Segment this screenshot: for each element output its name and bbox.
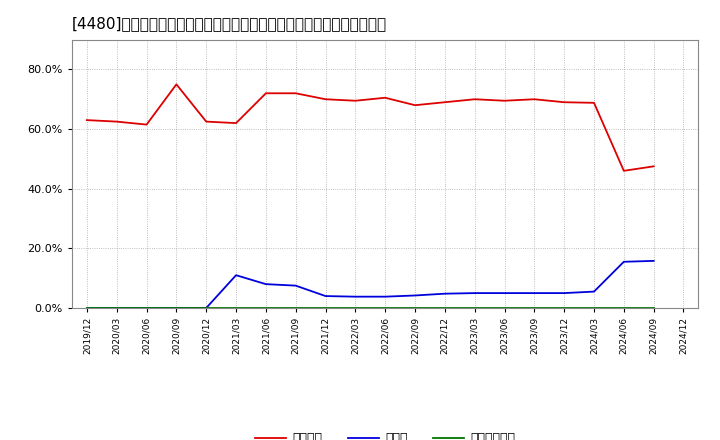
自己資本 (261, 91, 270, 96)
のれん (410, 293, 419, 298)
のれん (649, 258, 658, 264)
繰延税金資産 (232, 305, 240, 311)
のれん (292, 283, 300, 288)
自己資本 (530, 97, 539, 102)
のれん (590, 289, 598, 294)
Legend: 自己資本, のれん, 繰延税金資産: 自己資本, のれん, 繰延税金資産 (251, 427, 521, 440)
のれん (560, 290, 569, 296)
繰延税金資産 (560, 305, 569, 311)
自己資本 (351, 98, 360, 103)
繰延税金資産 (112, 305, 121, 311)
自己資本 (202, 119, 210, 124)
Line: のれん: のれん (87, 261, 654, 308)
繰延税金資産 (143, 305, 151, 311)
繰延税金資産 (351, 305, 360, 311)
自己資本 (321, 97, 330, 102)
自己資本 (470, 97, 479, 102)
のれん (441, 291, 449, 296)
繰延税金資産 (619, 305, 628, 311)
自己資本 (172, 82, 181, 87)
繰延税金資産 (441, 305, 449, 311)
自己資本 (560, 99, 569, 105)
のれん (500, 290, 509, 296)
Line: 自己資本: 自己資本 (87, 84, 654, 171)
繰延税金資産 (261, 305, 270, 311)
Text: [4480]　自己資本、のれん、繰延税金資産の総資産に対する比率の推移: [4480] 自己資本、のれん、繰延税金資産の総資産に対する比率の推移 (72, 16, 387, 32)
のれん (172, 305, 181, 311)
自己資本 (410, 103, 419, 108)
のれん (381, 294, 390, 299)
自己資本 (441, 99, 449, 105)
自己資本 (143, 122, 151, 127)
自己資本 (381, 95, 390, 100)
のれん (619, 259, 628, 264)
自己資本 (112, 119, 121, 124)
繰延税金資産 (649, 305, 658, 311)
繰延税金資産 (172, 305, 181, 311)
繰延税金資産 (321, 305, 330, 311)
繰延税金資産 (381, 305, 390, 311)
繰延税金資産 (83, 305, 91, 311)
繰延税金資産 (470, 305, 479, 311)
のれん (530, 290, 539, 296)
繰延税金資産 (410, 305, 419, 311)
自己資本 (83, 117, 91, 123)
のれん (232, 272, 240, 278)
繰延税金資産 (500, 305, 509, 311)
のれん (261, 282, 270, 287)
繰延税金資産 (530, 305, 539, 311)
のれん (321, 293, 330, 299)
のれん (112, 305, 121, 311)
繰延税金資産 (202, 305, 210, 311)
自己資本 (292, 91, 300, 96)
自己資本 (232, 121, 240, 126)
自己資本 (619, 168, 628, 173)
のれん (202, 305, 210, 311)
のれん (143, 305, 151, 311)
自己資本 (500, 98, 509, 103)
自己資本 (590, 100, 598, 106)
自己資本 (649, 164, 658, 169)
のれん (351, 294, 360, 299)
繰延税金資産 (590, 305, 598, 311)
のれん (83, 305, 91, 311)
のれん (470, 290, 479, 296)
繰延税金資産 (292, 305, 300, 311)
